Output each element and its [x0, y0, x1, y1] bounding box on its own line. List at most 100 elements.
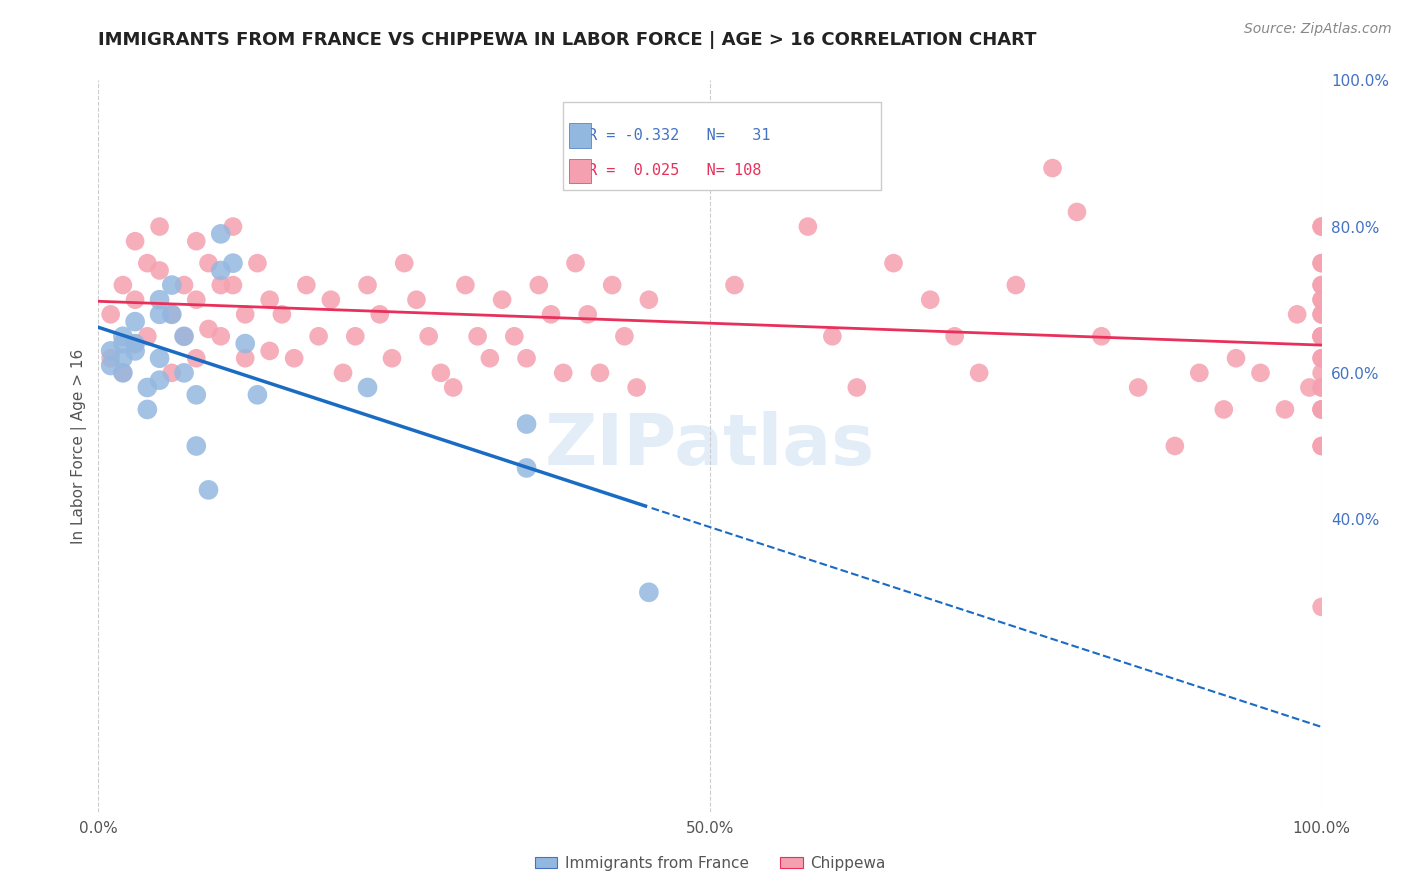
- Point: [149, 293, 172, 307]
- Point: [233, 351, 256, 366]
- Point: [186, 351, 208, 366]
- Point: [222, 278, 245, 293]
- Point: [1310, 278, 1333, 293]
- Point: [100, 351, 122, 366]
- Point: [1310, 439, 1333, 453]
- Point: [1164, 439, 1187, 453]
- Point: [173, 366, 195, 380]
- Point: [160, 366, 183, 380]
- Point: [1310, 380, 1333, 394]
- Point: [149, 373, 172, 387]
- Point: [1310, 402, 1333, 417]
- Point: [160, 278, 183, 293]
- Point: [124, 315, 146, 329]
- Point: [883, 256, 905, 270]
- Point: [1310, 329, 1333, 343]
- Point: [967, 366, 990, 380]
- Point: [124, 234, 146, 248]
- Point: [1128, 380, 1150, 394]
- Point: [356, 380, 378, 394]
- Point: [1310, 329, 1333, 343]
- FancyBboxPatch shape: [564, 103, 882, 190]
- Point: [356, 278, 378, 293]
- Point: [1310, 293, 1333, 307]
- Point: [699, 110, 721, 124]
- Y-axis label: In Labor Force | Age > 16: In Labor Force | Age > 16: [72, 349, 87, 543]
- Point: [246, 388, 269, 402]
- Point: [1042, 161, 1064, 175]
- Point: [589, 366, 612, 380]
- Point: [283, 351, 305, 366]
- Point: [222, 256, 245, 270]
- Text: IMMIGRANTS FROM FRANCE VS CHIPPEWA IN LABOR FORCE | AGE > 16 CORRELATION CHART: IMMIGRANTS FROM FRANCE VS CHIPPEWA IN LA…: [98, 31, 1036, 49]
- Point: [111, 336, 134, 351]
- Point: [1310, 380, 1333, 394]
- FancyBboxPatch shape: [569, 159, 592, 183]
- Point: [723, 278, 745, 293]
- Point: [111, 366, 134, 380]
- Point: [613, 329, 636, 343]
- Point: [186, 388, 208, 402]
- Point: [418, 329, 440, 343]
- Point: [1286, 307, 1309, 321]
- Point: [1225, 351, 1247, 366]
- Point: [1310, 329, 1333, 343]
- Point: [233, 336, 256, 351]
- Point: [1310, 402, 1333, 417]
- Point: [173, 278, 195, 293]
- Point: [124, 343, 146, 358]
- Legend: Immigrants from France, Chippewa: Immigrants from France, Chippewa: [529, 850, 891, 877]
- Point: [1004, 278, 1026, 293]
- Point: [797, 219, 820, 234]
- Point: [149, 307, 172, 321]
- FancyBboxPatch shape: [569, 123, 592, 147]
- Point: [222, 219, 245, 234]
- Point: [100, 343, 122, 358]
- Point: [186, 234, 208, 248]
- Point: [1310, 351, 1333, 366]
- Point: [100, 359, 122, 373]
- Point: [1310, 256, 1333, 270]
- Point: [111, 366, 134, 380]
- Text: R = -0.332   N=   31: R = -0.332 N= 31: [588, 128, 770, 143]
- Point: [626, 380, 648, 394]
- Point: [111, 351, 134, 366]
- Point: [209, 329, 232, 343]
- Point: [761, 146, 783, 161]
- Point: [845, 380, 868, 394]
- Point: [270, 307, 294, 321]
- Point: [136, 402, 159, 417]
- Point: [209, 227, 232, 241]
- Point: [540, 307, 562, 321]
- Point: [1310, 351, 1333, 366]
- Point: [1310, 219, 1333, 234]
- Text: R =  0.025   N= 108: R = 0.025 N= 108: [588, 162, 761, 178]
- Point: [1310, 366, 1333, 380]
- Point: [1310, 293, 1333, 307]
- Point: [259, 343, 281, 358]
- Point: [441, 380, 464, 394]
- Point: [515, 351, 537, 366]
- Point: [111, 278, 134, 293]
- Point: [209, 263, 232, 277]
- Point: [515, 461, 537, 475]
- Point: [124, 336, 146, 351]
- Point: [1310, 307, 1333, 321]
- Point: [1310, 329, 1333, 343]
- Point: [149, 219, 172, 234]
- Point: [1274, 402, 1296, 417]
- Point: [553, 366, 575, 380]
- Point: [173, 329, 195, 343]
- Point: [136, 380, 159, 394]
- Point: [454, 278, 477, 293]
- Point: [381, 351, 404, 366]
- Point: [209, 278, 232, 293]
- Point: [638, 293, 661, 307]
- Point: [124, 336, 146, 351]
- Point: [1310, 402, 1333, 417]
- Text: Source: ZipAtlas.com: Source: ZipAtlas.com: [1244, 22, 1392, 37]
- Point: [149, 263, 172, 277]
- Point: [943, 329, 966, 343]
- Point: [467, 329, 489, 343]
- Point: [1212, 402, 1234, 417]
